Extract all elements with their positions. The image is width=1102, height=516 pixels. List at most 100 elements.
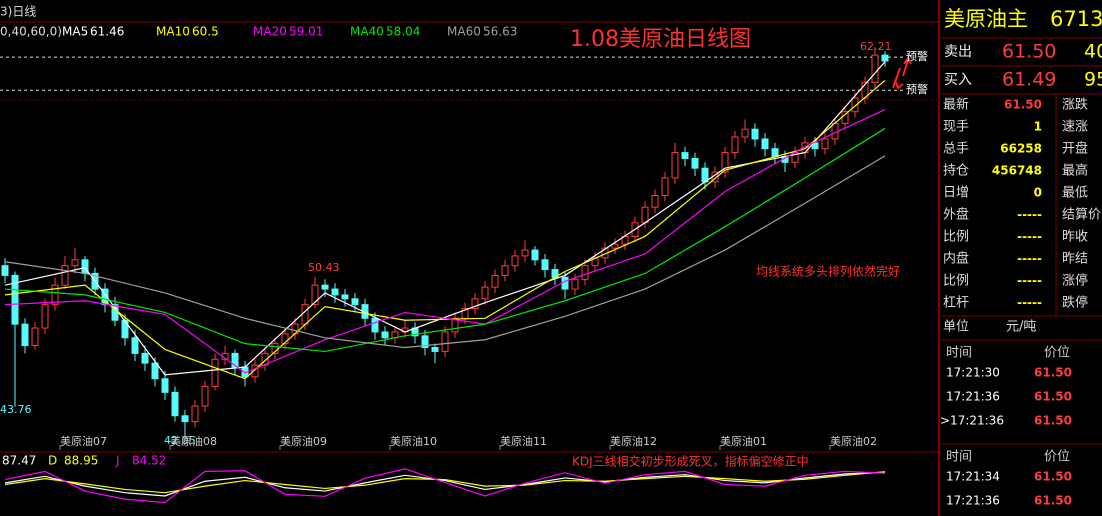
stat-label: 杠杆: [943, 295, 969, 311]
trade-price: 61.50: [1034, 470, 1072, 484]
trade-time: 17:21:36: [946, 390, 1000, 404]
candle-body: [21, 323, 29, 347]
unit-label: 单位: [943, 320, 969, 335]
stat-value: 1: [1034, 120, 1042, 134]
unit-value: 元/吨: [1006, 320, 1036, 335]
candle-body: [671, 152, 679, 179]
candle-body: [201, 386, 209, 407]
trade-header: 时间: [946, 346, 972, 361]
stat-label: 外盘: [943, 207, 969, 223]
x-tick-label: 美原油11: [500, 434, 547, 448]
candle-body: [851, 97, 859, 113]
candle-body: [191, 405, 199, 423]
candle-body: [541, 259, 549, 271]
trade-price: 61.50: [1034, 494, 1072, 508]
stat-value: 0: [1034, 186, 1042, 200]
legend-name: MA10: [156, 25, 190, 39]
stat-value: -----: [1017, 230, 1042, 244]
quote-label: 买入: [944, 72, 972, 88]
x-tick-label: 美原油12: [610, 434, 657, 448]
x-tick-label: 美原油08: [170, 434, 217, 448]
ma-line: [4, 61, 886, 376]
candle-body: [751, 128, 759, 140]
period: 3)日线: [0, 5, 36, 19]
stat-label: 现手: [943, 120, 969, 135]
candle-body: [351, 298, 359, 306]
instrument-name: 美原油主: [944, 7, 1028, 31]
stat-value: -----: [1017, 296, 1042, 310]
legend-value: 60.5: [192, 25, 219, 39]
quote-volume: 95: [1084, 69, 1102, 91]
legend-name: MA60: [447, 25, 481, 39]
ma-line: [4, 80, 886, 380]
price-label: 50.43: [308, 261, 340, 274]
legend-value: 87.47: [2, 454, 36, 468]
stat-label: 持仓: [943, 164, 969, 179]
trade-header: 时间: [946, 450, 972, 465]
candle-body: [471, 298, 479, 310]
stat-label: 最新: [943, 97, 969, 113]
stat-label: 最低: [1062, 186, 1088, 201]
x-tick-label: 美原油09: [280, 434, 327, 448]
trade-price: 61.50: [1034, 390, 1072, 404]
stat-value: 66258: [1000, 142, 1042, 156]
stat-label: 最高: [1062, 163, 1088, 179]
candle-body: [821, 138, 829, 150]
stat-value: -----: [1017, 208, 1042, 222]
alert-label: 预警: [906, 49, 928, 63]
stat-label: 昨结: [1062, 252, 1088, 267]
stat-label: 结算价: [1062, 208, 1101, 223]
candle-body: [651, 194, 659, 208]
candle-body: [721, 152, 729, 173]
candle-body: [121, 319, 129, 339]
kdj-annotation: KDJ三线相交初步形成死叉，指标偏空修正中: [572, 454, 809, 469]
stat-value: -----: [1017, 252, 1042, 266]
candle-body: [871, 54, 879, 83]
legend-name: MA20: [253, 25, 287, 39]
ma-params: 0,40,60,0): [0, 25, 62, 39]
instrument-code: 6713: [1050, 7, 1102, 31]
x-tick-label: 美原油07: [60, 434, 107, 448]
candle-body: [531, 249, 539, 261]
legend-value: 84.52: [132, 454, 166, 468]
stat-label: 速涨: [1062, 120, 1088, 135]
x-tick-label: 美原油10: [390, 434, 437, 448]
stat-label: 比例: [943, 274, 969, 289]
legend-value: 58.04: [386, 25, 420, 39]
candle-body: [581, 265, 589, 280]
arrow: [902, 56, 912, 77]
candle-body: [161, 378, 169, 393]
ma-line: [4, 108, 886, 374]
candle-body: [731, 136, 739, 154]
candle-body: [11, 274, 19, 325]
candle-body: [771, 148, 779, 158]
candle-body: [761, 138, 769, 150]
candle-body: [441, 331, 449, 352]
candle-body: [331, 288, 339, 296]
legend-name: MA40: [350, 25, 384, 39]
stat-label: 总手: [943, 142, 969, 157]
candle-body: [491, 274, 499, 288]
stat-label: 涨跌: [1062, 97, 1088, 113]
candle-body: [61, 265, 69, 286]
trade-time: 17:21:30: [946, 366, 1000, 380]
trade-time: 17:21:34: [946, 470, 1000, 484]
stat-label: 比例: [943, 230, 969, 245]
candle-body: [41, 304, 49, 329]
candle-body: [421, 335, 429, 349]
trade-price: 61.50: [1034, 414, 1072, 428]
candle-body: [611, 243, 619, 249]
candle-body: [521, 249, 529, 257]
candle-body: [341, 294, 349, 300]
stat-label: 开盘: [1062, 141, 1088, 157]
legend-value: 56.63: [483, 25, 517, 39]
price-label: 42.05: [164, 434, 196, 447]
stat-value: 61.50: [1004, 98, 1042, 112]
candle-body: [211, 358, 219, 388]
candle-body: [381, 331, 389, 339]
quote-price: 61.49: [1002, 69, 1056, 91]
trade-header: 价位: [1044, 450, 1070, 465]
stat-label: 日增: [943, 186, 969, 201]
candle-body: [71, 259, 79, 267]
candle-body: [151, 362, 159, 380]
